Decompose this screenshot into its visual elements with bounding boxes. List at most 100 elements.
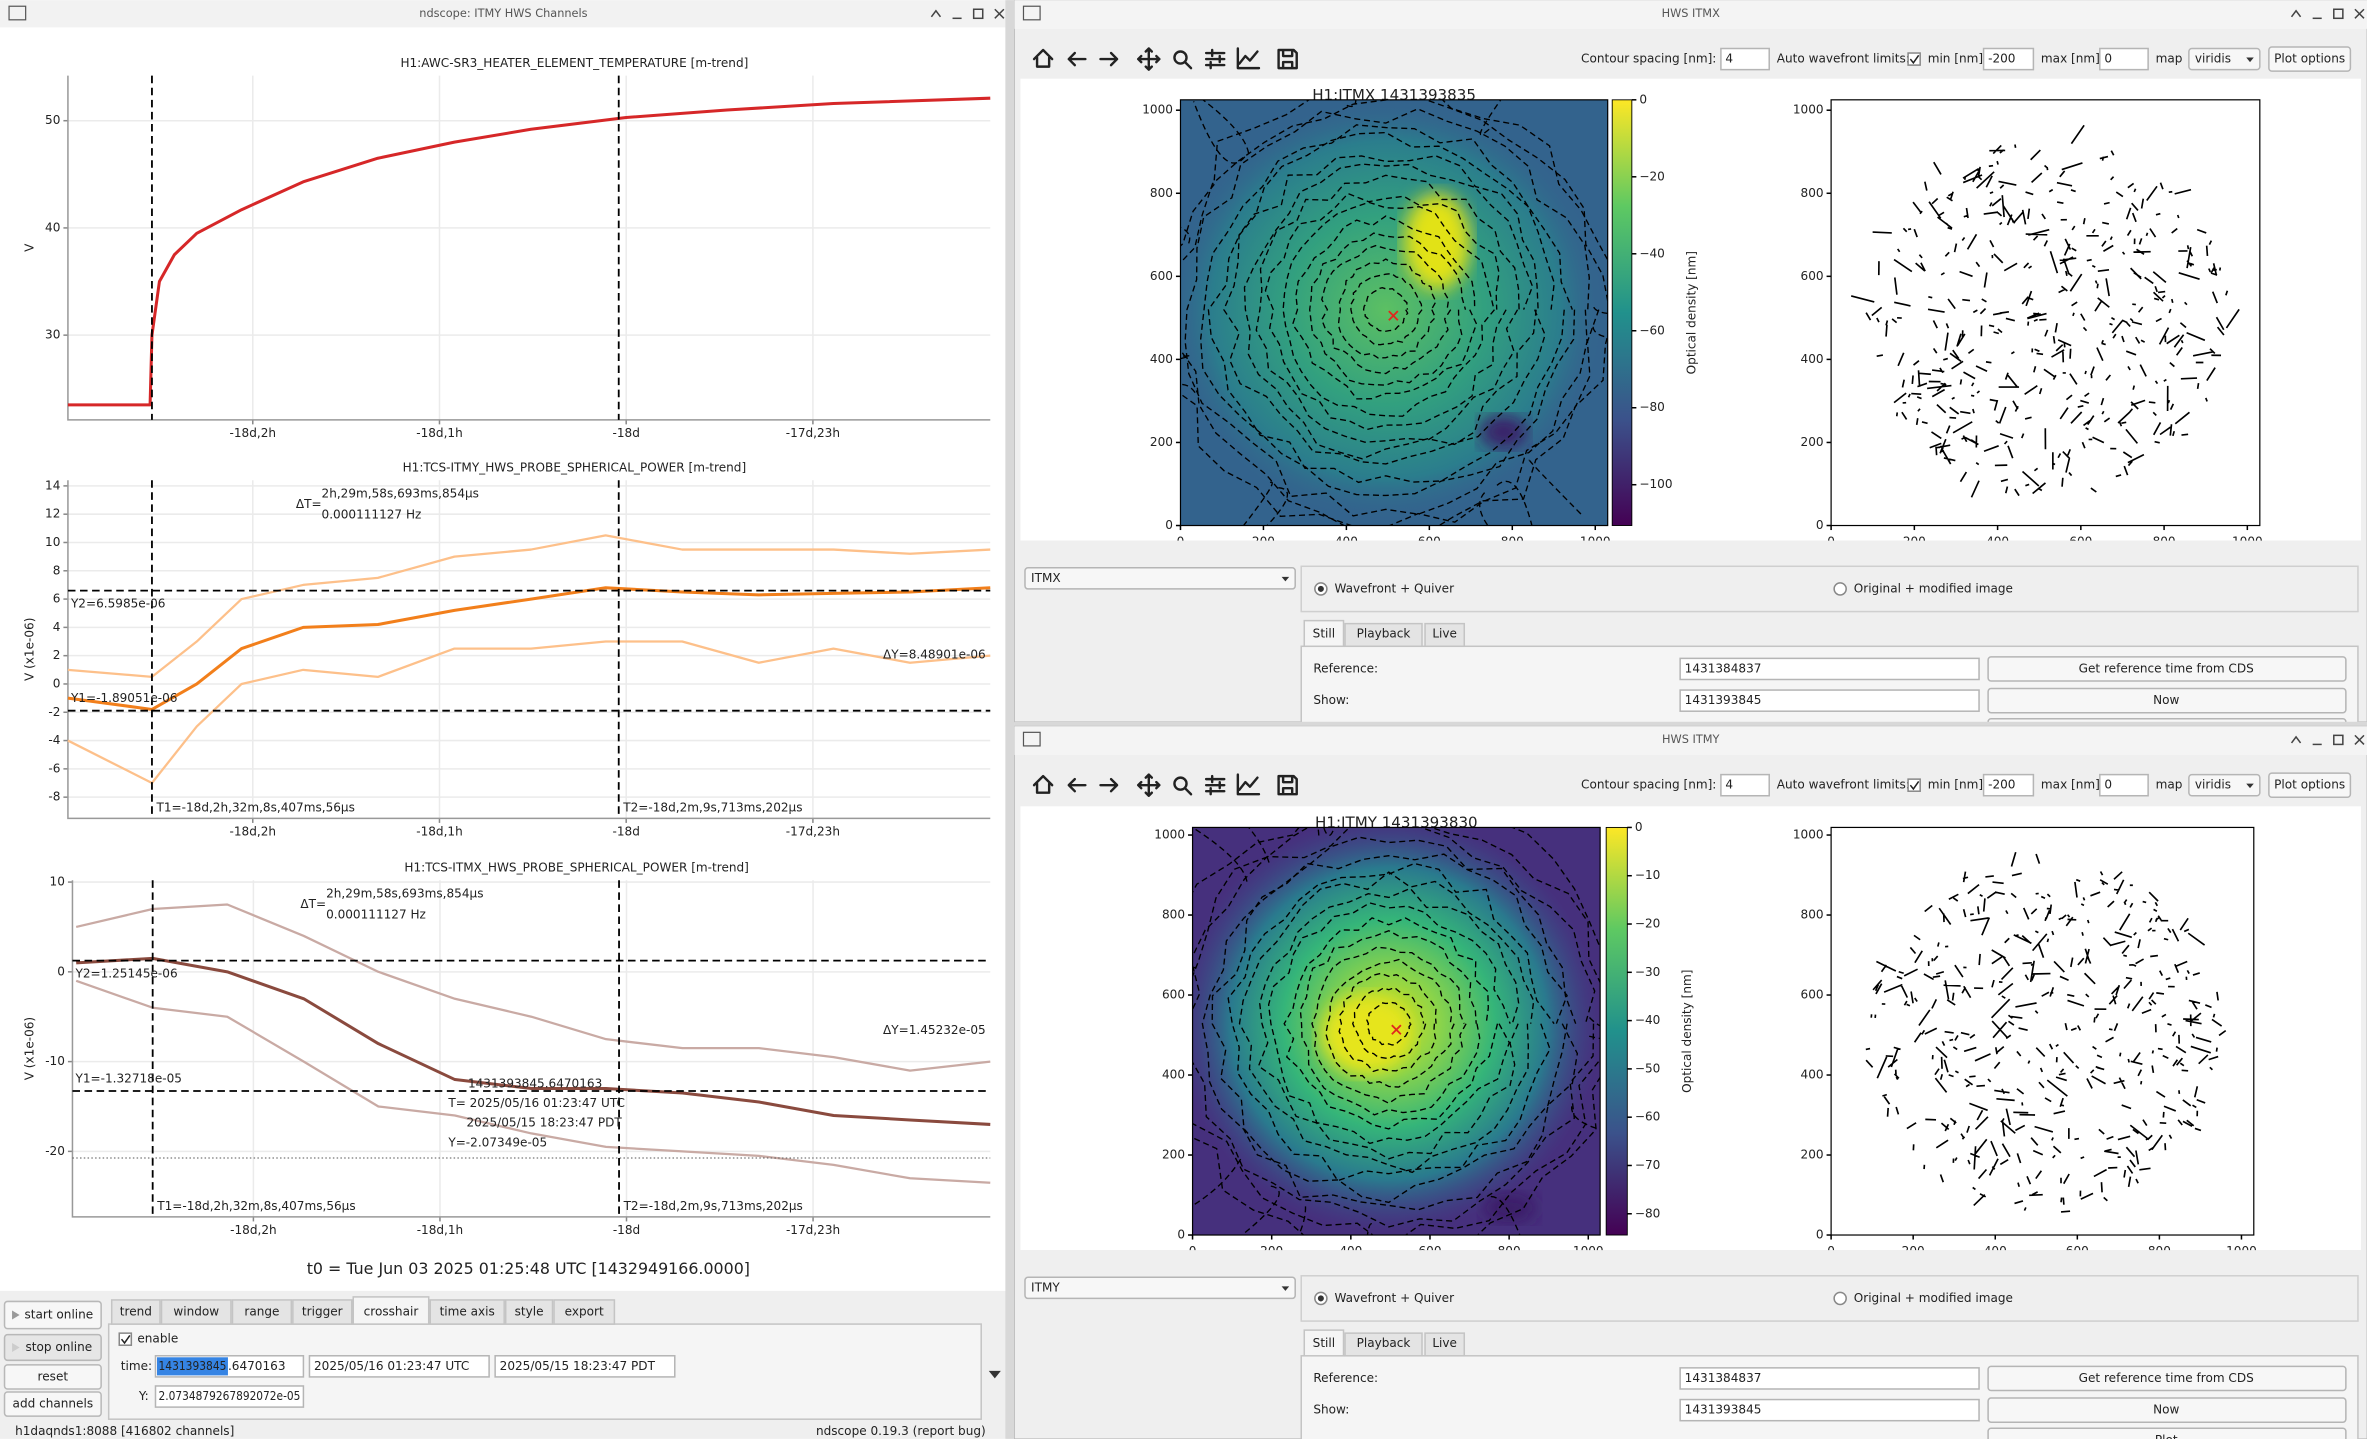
toolbar-icon[interactable]	[1067, 51, 1087, 67]
tab-label: Still	[1313, 627, 1335, 641]
x-tick-label: -17d,23h	[786, 426, 840, 440]
button[interactable]	[1987, 656, 2347, 682]
toolbar-icon[interactable]	[1099, 51, 1119, 67]
tab[interactable]	[1344, 1332, 1423, 1357]
contour	[1255, 174, 1520, 443]
button-label: start online	[25, 1308, 94, 1322]
btn-max[interactable]	[2333, 8, 2344, 20]
contour	[1207, 131, 1565, 484]
toolbar-icon[interactable]	[1137, 47, 1161, 71]
tab[interactable]	[1303, 619, 1345, 648]
btn-up[interactable]	[2290, 735, 2302, 744]
tab[interactable]	[504, 1299, 554, 1325]
btn-max[interactable]	[2333, 734, 2344, 746]
button[interactable]	[3, 1391, 102, 1417]
y-tick-label: 0	[1816, 1228, 1824, 1242]
btn-up[interactable]	[930, 9, 942, 18]
y-field: 2.0734879267892072e-05	[159, 1389, 301, 1403]
tab[interactable]	[1303, 1329, 1345, 1357]
radio[interactable]	[1833, 1291, 1847, 1306]
text-field[interactable]	[2099, 47, 2149, 71]
toolbar-icon[interactable]	[1236, 47, 1261, 70]
tab[interactable]	[231, 1299, 293, 1325]
toolbar-icon[interactable]	[1067, 777, 1087, 793]
text-field[interactable]	[154, 1385, 305, 1408]
button[interactable]	[1987, 1365, 2347, 1392]
toolbar-icon[interactable]	[1032, 48, 1054, 68]
colorbar-tick-label: −40	[1639, 246, 1664, 260]
button[interactable]	[1987, 687, 2347, 714]
y-tick-label: 10	[50, 875, 65, 889]
toolbar-icon[interactable]	[1173, 50, 1193, 70]
button[interactable]	[1987, 1397, 2347, 1423]
btn-close[interactable]	[994, 8, 1005, 19]
text-field[interactable]	[1982, 47, 2035, 71]
left-window	[0, 0, 1007, 1439]
check	[1909, 780, 1920, 791]
text-field[interactable]	[1679, 657, 1980, 681]
checkbox[interactable]	[118, 1332, 133, 1346]
y-tick-label: 0	[53, 676, 61, 690]
radio-label: Original + modified image	[1854, 581, 2013, 595]
text-field[interactable]	[1679, 689, 1980, 712]
tab-label: export	[565, 1305, 604, 1319]
button[interactable]	[2268, 772, 2352, 798]
text-field[interactable]	[2099, 773, 2149, 797]
toolbar-icon[interactable]	[1236, 773, 1261, 796]
text-field[interactable]	[1679, 1367, 1980, 1390]
toolbar-icon[interactable]	[1032, 774, 1054, 794]
text-field[interactable]	[308, 1355, 490, 1378]
colorbar-tick-label: −20	[1635, 917, 1660, 931]
toolbar-icon[interactable]	[1173, 776, 1193, 796]
dropdown[interactable]	[2188, 773, 2261, 797]
btn-close[interactable]	[2354, 8, 2365, 19]
dropdown[interactable]	[1024, 567, 1296, 590]
dropdown[interactable]	[1024, 1276, 1296, 1300]
contour	[1200, 124, 1576, 497]
btn-max[interactable]	[972, 8, 984, 20]
toolbar-icon[interactable]	[1204, 48, 1226, 70]
toolbar-icon[interactable]	[1277, 774, 1298, 796]
btn-close[interactable]	[2354, 734, 2365, 745]
contour	[1297, 1206, 1307, 1236]
text-field[interactable]	[1982, 773, 2035, 797]
text-field[interactable]	[494, 1355, 676, 1378]
tab[interactable]	[352, 1296, 430, 1325]
y-cursor-label: Y1=-1.89051e-06	[70, 691, 178, 705]
label: map	[2156, 52, 2183, 66]
toolbar-icon[interactable]	[1099, 777, 1119, 793]
y-tick-label: 600	[1150, 269, 1173, 283]
button[interactable]	[2268, 46, 2352, 72]
dropdown[interactable]	[2188, 47, 2261, 71]
tab[interactable]	[1344, 622, 1423, 648]
checkbox[interactable]	[1907, 778, 1921, 792]
toolbar-icon[interactable]	[1137, 773, 1161, 797]
toolbar-icon[interactable]	[1277, 48, 1298, 70]
colorbar-tick-label: −40	[1635, 1013, 1660, 1027]
tab[interactable]	[1424, 622, 1466, 648]
text-field[interactable]	[1720, 47, 1770, 71]
tab[interactable]	[110, 1299, 161, 1325]
text-field[interactable]	[1679, 1398, 1980, 1422]
tab[interactable]	[1424, 1332, 1466, 1357]
button-label: Plot options	[2274, 778, 2345, 792]
toolbar-icon[interactable]	[1204, 774, 1226, 796]
text-field[interactable]	[1720, 773, 1770, 797]
radio[interactable]	[1833, 582, 1847, 596]
y-tick-label: 0	[1177, 1228, 1185, 1242]
button[interactable]	[1987, 1427, 2347, 1439]
checkbox[interactable]	[1907, 52, 1921, 66]
tab[interactable]	[292, 1299, 353, 1325]
tab[interactable]	[553, 1299, 616, 1325]
tab[interactable]	[160, 1299, 232, 1325]
label: Auto wavefront limits:	[1777, 778, 1910, 792]
button[interactable]	[3, 1364, 102, 1390]
btn-up[interactable]	[2290, 9, 2302, 18]
heatmap-frame	[1179, 99, 1609, 527]
tab[interactable]	[429, 1299, 505, 1325]
x-tick-label: -17d,23h	[786, 1223, 840, 1237]
button[interactable]	[3, 1300, 102, 1330]
y-tick-label: 30	[45, 328, 60, 342]
heatmap-blob	[1180, 99, 1605, 521]
expand-arrow[interactable]	[988, 1370, 1001, 1379]
